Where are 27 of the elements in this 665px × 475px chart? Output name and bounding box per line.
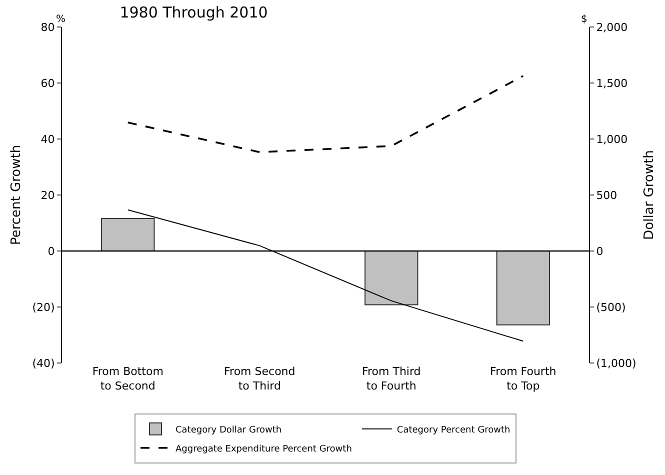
text: $ bbox=[581, 14, 588, 25]
legend-label: Category Dollar Growth bbox=[176, 425, 282, 436]
y2-tick-label: 1,000 bbox=[596, 132, 628, 146]
legend-label: Category Percent Growth bbox=[396, 425, 510, 436]
x-tick-label: From Fourth to Top bbox=[490, 365, 556, 392]
x-tick-label: From Bottom to Second bbox=[92, 365, 164, 392]
line-series bbox=[126, 75, 524, 154]
y-tick-label: 20 bbox=[40, 188, 55, 202]
x-tick-label: From Second to Third bbox=[224, 365, 296, 392]
legend-label: Aggregate Expenditure Percent Growth bbox=[176, 444, 352, 454]
y-tick-label: (20) bbox=[32, 300, 55, 314]
y2-tick-label: 1,500 bbox=[596, 76, 628, 90]
y2-tick-label: (500) bbox=[596, 300, 626, 314]
y2-axis-title: Dollar Growth bbox=[642, 150, 657, 240]
y2-tick-label: 0 bbox=[596, 244, 604, 258]
y-axis-title: Percent Growth bbox=[9, 144, 24, 246]
y-tick-label: 80 bbox=[40, 20, 55, 34]
y-tick-label: 0 bbox=[48, 244, 55, 258]
y-tick-label: (40) bbox=[32, 356, 55, 370]
chart-title: 1980 Through 2010 bbox=[120, 4, 268, 22]
y-tick-label: 60 bbox=[40, 76, 55, 90]
y2-tick-label: 500 bbox=[596, 188, 618, 202]
x-tick-label: From Third to Fourth bbox=[362, 365, 421, 392]
y-tick-label: 40 bbox=[40, 132, 55, 146]
text: % bbox=[56, 14, 66, 25]
y2-tick-label: 2,000 bbox=[596, 20, 628, 34]
y2-tick-label: (1,000) bbox=[596, 356, 636, 370]
